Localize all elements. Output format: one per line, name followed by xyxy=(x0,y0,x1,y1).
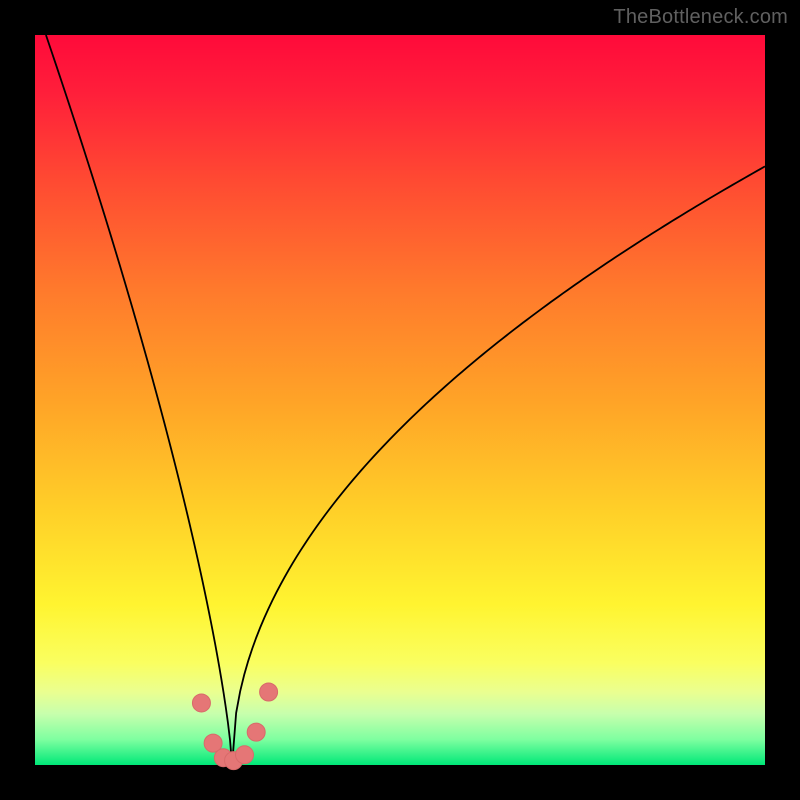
figure-container: TheBottleneck.com xyxy=(0,0,800,800)
curve-marker xyxy=(192,694,210,712)
plot-background xyxy=(35,35,765,765)
curve-marker xyxy=(236,746,254,764)
curve-marker xyxy=(260,683,278,701)
curve-marker xyxy=(247,723,265,741)
watermark-text: TheBottleneck.com xyxy=(613,6,788,29)
plot-svg xyxy=(0,0,800,800)
